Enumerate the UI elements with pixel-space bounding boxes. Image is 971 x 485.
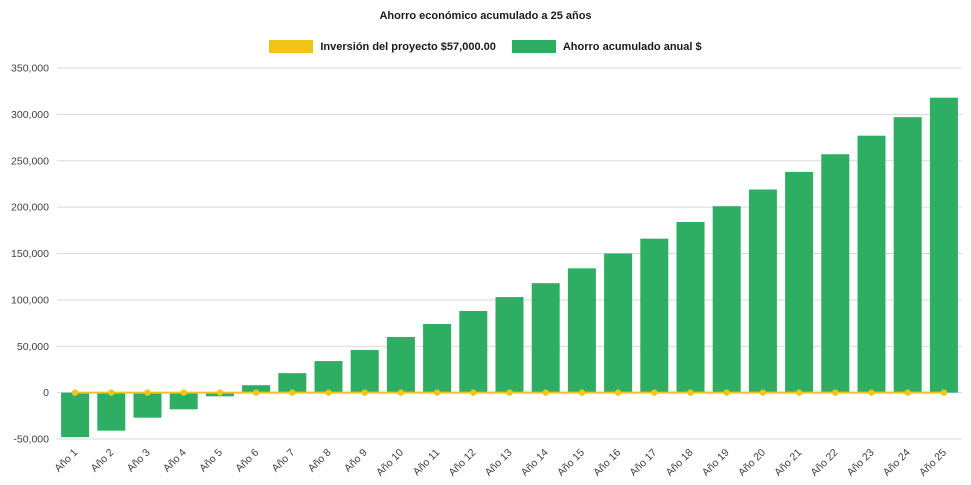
x-axis-tick-label: Año 24 (881, 447, 913, 479)
bar-año-13[interactable] (495, 297, 524, 393)
bar-año-14[interactable] (531, 283, 560, 393)
x-axis-tick-label: Año 3 (125, 447, 153, 475)
y-axis-tick-label: 100,000 (11, 294, 49, 306)
bar-año-12[interactable] (459, 311, 488, 393)
investment-line-marker[interactable] (470, 389, 477, 396)
x-axis-tick-label: Año 9 (342, 447, 370, 475)
x-axis-tick-label: Año 8 (306, 447, 334, 475)
y-axis-tick-label: 200,000 (11, 202, 49, 214)
investment-line-marker[interactable] (542, 389, 549, 396)
investment-line-marker[interactable] (687, 389, 694, 396)
bar-año-23[interactable] (857, 135, 886, 393)
y-axis-tick-label: 150,000 (11, 248, 49, 260)
investment-line-marker[interactable] (252, 389, 260, 396)
bar-año-4[interactable] (169, 392, 198, 410)
x-axis-tick-label: Año 5 (197, 447, 225, 475)
x-axis-tick-label: Año 11 (411, 447, 443, 479)
x-axis-tick-label: Año 12 (446, 447, 478, 479)
inversion-color-swatch (269, 40, 314, 53)
bar-año-10[interactable] (386, 336, 415, 393)
investment-line-marker[interactable] (108, 389, 115, 396)
investment-line-marker[interactable] (578, 389, 586, 396)
x-axis-tick-label: Año 23 (845, 447, 877, 479)
x-axis-tick-label: Año 21 (772, 447, 804, 479)
bar-año-19[interactable] (712, 206, 741, 393)
bar-año-11[interactable] (423, 323, 452, 393)
bar-año-3[interactable] (133, 392, 162, 418)
x-axis-tick-label: Año 17 (627, 447, 659, 479)
x-axis-tick-label: Año 22 (808, 447, 840, 479)
bar-año-9[interactable] (350, 349, 379, 393)
x-axis-tick-label: Año 1 (52, 447, 80, 475)
bar-año-18[interactable] (676, 221, 705, 393)
y-axis-tick-label: 300,000 (11, 109, 49, 121)
investment-line-marker[interactable] (795, 389, 803, 396)
x-axis-tick-label: Año 25 (917, 447, 949, 479)
x-axis-tick-label: Año 13 (483, 447, 515, 479)
investment-line-marker[interactable] (325, 389, 332, 396)
x-axis-tick-label: Año 7 (270, 447, 298, 475)
investment-line-marker[interactable] (289, 389, 296, 396)
bar-año-25[interactable] (929, 97, 958, 393)
y-axis-tick-label: 350,000 (11, 63, 49, 75)
x-axis-tick-label: Año 4 (161, 447, 189, 475)
bar-año-6[interactable] (242, 385, 271, 393)
ahorro-color-swatch (511, 40, 556, 53)
investment-line-marker[interactable] (832, 389, 839, 396)
bar-año-1[interactable] (61, 392, 90, 438)
legend-item-inversion[interactable]: Inversión del proyecto $57,000.00 (269, 40, 496, 53)
bar-año-15[interactable] (567, 268, 596, 393)
bar-año-17[interactable] (640, 238, 669, 393)
x-axis-tick-label: Año 20 (736, 447, 768, 479)
investment-line-marker[interactable] (940, 389, 948, 396)
investment-line-marker[interactable] (144, 389, 151, 396)
investment-line-marker[interactable] (868, 389, 875, 396)
investment-line-marker[interactable] (180, 389, 187, 396)
bar-año-7[interactable] (278, 373, 307, 393)
y-axis-tick-label: 50,000 (17, 341, 49, 353)
inversion-legend-label: Inversión del proyecto $57,000.00 (320, 40, 496, 53)
investment-line-marker[interactable] (614, 389, 622, 396)
x-axis-tick-label: Año 15 (555, 447, 587, 479)
x-axis-tick-label: Año 16 (591, 447, 623, 479)
investment-line-marker[interactable] (651, 389, 658, 396)
bar-año-2[interactable] (97, 392, 126, 431)
bar-año-16[interactable] (604, 253, 633, 393)
x-axis-tick-label: Año 10 (374, 447, 406, 479)
investment-line-marker[interactable] (397, 389, 405, 396)
chart-title: Ahorro económico acumulado a 25 años (379, 10, 592, 22)
investment-line-marker[interactable] (506, 389, 513, 396)
investment-line-marker[interactable] (433, 389, 441, 396)
y-axis-tick-label: 250,000 (11, 155, 49, 167)
legend-item-ahorro[interactable]: Ahorro acumulado anual $ (511, 40, 702, 53)
legend: Inversión del proyecto $57,000.00 Ahorro… (0, 40, 971, 53)
y-axis-tick-label: 0 (43, 387, 49, 399)
y-axis-tick-label: -50,000 (13, 434, 49, 446)
investment-line-marker[interactable] (723, 389, 730, 396)
investment-line-marker[interactable] (759, 389, 767, 396)
bar-año-21[interactable] (785, 171, 814, 393)
investment-line-marker[interactable] (71, 389, 79, 396)
x-axis-tick-label: Año 14 (519, 447, 551, 479)
bar-año-22[interactable] (821, 154, 850, 393)
ahorro-legend-label: Ahorro acumulado anual $ (562, 40, 702, 53)
investment-line-marker[interactable] (216, 389, 224, 396)
bar-año-8[interactable] (314, 361, 343, 393)
x-axis-tick-label: Año 6 (233, 447, 261, 475)
bar-año-24[interactable] (893, 117, 922, 393)
investment-line-marker[interactable] (361, 389, 368, 396)
x-axis-tick-label: Año 2 (89, 447, 117, 475)
x-axis-tick-label: Año 18 (664, 447, 696, 479)
bar-año-20[interactable] (748, 189, 777, 393)
x-axis-tick-label: Año 19 (700, 447, 732, 479)
investment-line-marker[interactable] (904, 389, 911, 396)
